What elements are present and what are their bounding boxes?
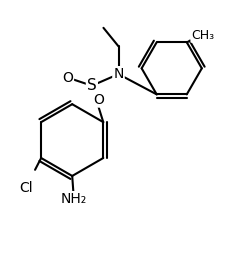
Text: O: O bbox=[93, 93, 104, 107]
Text: N: N bbox=[113, 67, 124, 81]
Text: CH₃: CH₃ bbox=[191, 29, 214, 42]
Text: NH₂: NH₂ bbox=[60, 192, 87, 206]
Text: O: O bbox=[62, 71, 73, 85]
Text: Cl: Cl bbox=[19, 180, 33, 195]
Text: S: S bbox=[87, 78, 97, 93]
